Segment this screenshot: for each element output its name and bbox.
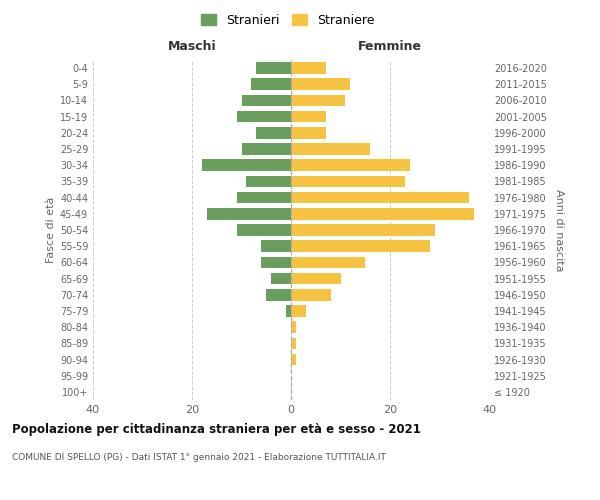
Bar xyxy=(242,143,291,155)
Bar xyxy=(262,256,291,268)
Bar xyxy=(291,354,296,366)
Legend: Stranieri, Straniere: Stranieri, Straniere xyxy=(196,8,380,32)
Bar xyxy=(266,289,291,300)
Bar xyxy=(291,176,405,188)
Bar xyxy=(291,240,430,252)
Bar xyxy=(236,224,291,236)
Bar xyxy=(236,192,291,203)
Text: Femmine: Femmine xyxy=(358,40,422,52)
Bar xyxy=(256,127,291,138)
Bar xyxy=(262,240,291,252)
Bar xyxy=(291,322,296,333)
Bar xyxy=(291,224,434,236)
Bar xyxy=(271,272,291,284)
Bar xyxy=(291,94,346,106)
Bar xyxy=(247,176,291,188)
Bar xyxy=(207,208,291,220)
Bar xyxy=(251,78,291,90)
Y-axis label: Anni di nascita: Anni di nascita xyxy=(554,188,563,271)
Bar xyxy=(202,160,291,171)
Text: Popolazione per cittadinanza straniera per età e sesso - 2021: Popolazione per cittadinanza straniera p… xyxy=(12,422,421,436)
Y-axis label: Fasce di età: Fasce di età xyxy=(46,197,56,263)
Text: COMUNE DI SPELLO (PG) - Dati ISTAT 1° gennaio 2021 - Elaborazione TUTTITALIA.IT: COMUNE DI SPELLO (PG) - Dati ISTAT 1° ge… xyxy=(12,452,386,462)
Bar xyxy=(291,160,410,171)
Bar xyxy=(291,111,326,122)
Bar xyxy=(286,305,291,317)
Bar xyxy=(291,256,365,268)
Bar xyxy=(242,94,291,106)
Bar xyxy=(291,305,306,317)
Bar xyxy=(236,111,291,122)
Bar xyxy=(291,127,326,138)
Bar xyxy=(256,62,291,74)
Bar xyxy=(291,78,350,90)
Bar xyxy=(291,272,341,284)
Bar xyxy=(291,289,331,300)
Bar xyxy=(291,208,474,220)
Bar xyxy=(291,338,296,349)
Text: Maschi: Maschi xyxy=(167,40,217,52)
Bar xyxy=(291,62,326,74)
Bar xyxy=(291,192,469,203)
Bar xyxy=(291,143,370,155)
